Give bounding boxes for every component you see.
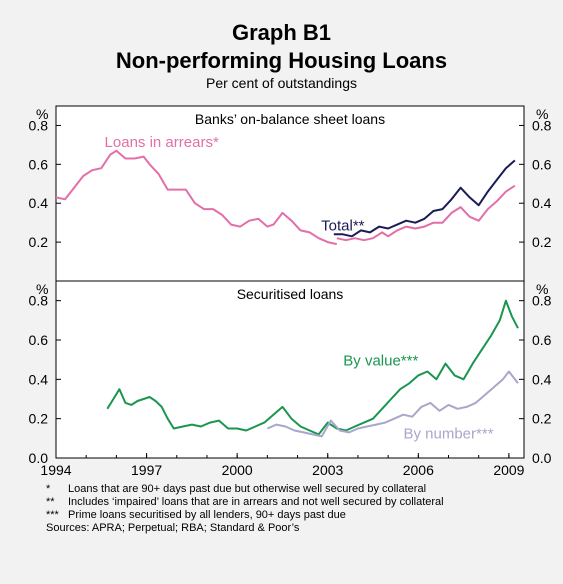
footnote-1: * Loans that are 90+ days past due but o…: [46, 483, 556, 496]
y-tick-label-right: 0.4: [532, 195, 552, 211]
series-line: [55, 149, 338, 246]
y-unit-label-right: %: [536, 281, 548, 297]
y-tick-label-right: 0.6: [532, 332, 552, 348]
plot-area: [55, 105, 525, 459]
y-tick-label-left: 0.8: [29, 293, 49, 309]
y-tick-label-right: 0.4: [532, 371, 552, 387]
chart-subtitle-title: Non-performing Housing Loans: [115, 48, 448, 73]
footnote-text: Prime loans securitised by all lenders, …: [68, 509, 346, 521]
y-tick-label-right: 0.0: [532, 450, 552, 466]
footnote-text: Loans that are 90+ days past due but oth…: [68, 483, 427, 495]
y-tick-label-left: 0.4: [29, 195, 49, 211]
x-tick-label: 2009: [493, 462, 524, 478]
panel-title: Banks’ on-balance sheet loans: [195, 111, 385, 127]
footnote-3: *** Prime loans securitised by all lende…: [46, 509, 556, 522]
series-label: By value***: [343, 353, 418, 370]
y-tick-label-left: 0.4: [29, 371, 49, 387]
footnote-mark: *: [46, 483, 51, 495]
footnote-2: ** Includes ‘impaired’ loans that are in…: [46, 496, 556, 509]
y-tick-label-right: 0.8: [532, 117, 552, 133]
x-tick-label: 2003: [312, 462, 343, 478]
y-tick-label-right: 0.8: [532, 293, 552, 309]
series-line: [106, 299, 519, 436]
y-unit-label-right: %: [536, 106, 548, 122]
footnote-mark: ***: [46, 509, 59, 521]
y-tick-label-right: 0.2: [532, 234, 552, 250]
x-tick-label: 1997: [131, 462, 162, 478]
series-label: Total**: [321, 217, 365, 234]
x-tick-label: 2006: [403, 462, 434, 478]
series-label: Loans in arrears*: [105, 134, 219, 151]
footnotes: * Loans that are 90+ days past due but o…: [46, 483, 556, 535]
series-line: [333, 159, 516, 238]
y-tick-label-right: 0.2: [532, 411, 552, 427]
series-line: [267, 370, 519, 438]
y-tick-label-left: 0.6: [29, 332, 49, 348]
y-tick-label-left: 0.8: [29, 117, 49, 133]
footnote-text: Includes ‘impaired’ loans that are in ar…: [68, 496, 444, 508]
series-line: [336, 184, 516, 242]
x-tick-label: 1994: [40, 462, 71, 478]
y-unit-label-left: %: [36, 106, 48, 122]
units-subtitle: Per cent of outstandings: [206, 75, 357, 91]
y-tick-label-right: 0.6: [532, 156, 552, 172]
y-tick-label-left: 0.6: [29, 156, 49, 172]
y-tick-label-left: 0.0: [29, 450, 49, 466]
footnote-mark: **: [46, 496, 55, 508]
x-tick-label: 2000: [222, 462, 253, 478]
y-tick-label-left: 0.2: [29, 411, 49, 427]
y-tick-label-left: 0.2: [29, 234, 49, 250]
y-unit-label-left: %: [36, 281, 48, 297]
series-label: By number***: [403, 425, 493, 442]
sources: Sources: APRA; Perpetual; RBA; Standard …: [46, 522, 300, 534]
chart-title: Graph B1: [231, 20, 332, 45]
panel-title: Securitised loans: [237, 286, 344, 302]
